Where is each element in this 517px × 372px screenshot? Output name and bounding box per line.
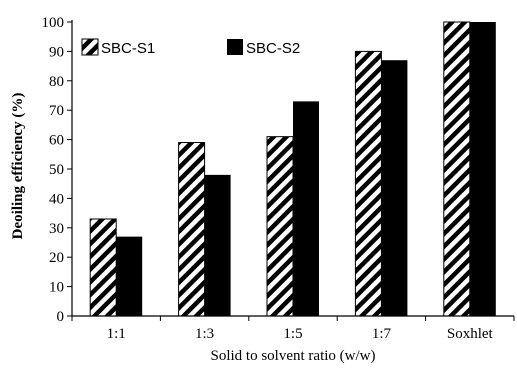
legend-swatch-series-2 [227, 39, 243, 55]
bar-series-1-1-7 [354, 50, 382, 317]
x-axis-title: Solid to solvent ratio (w/w) [211, 348, 376, 364]
bar-series-2-1-7 [381, 60, 408, 316]
plot-area: 0 10 20 30 40 50 60 70 80 90 100 1:1 1:3 1:5 1:7 Soxhle… [42, 15, 515, 342]
bar-series-1-1-5 [266, 136, 294, 317]
bar-series-2-1-5 [293, 101, 319, 316]
y-tick-label: 70 [49, 103, 64, 119]
y-tick-label: 60 [49, 133, 64, 149]
y-tick-label: 80 [49, 74, 64, 90]
y-axis-title: Deoiling efficiency (%) [10, 93, 26, 240]
y-tick-label: 10 [49, 280, 64, 296]
bar-series-2-1-1 [116, 236, 143, 316]
bar-series-1-1-3 [178, 142, 206, 317]
bar-series-1-soxhlet [443, 21, 471, 317]
bar-series-1-1-1 [89, 218, 117, 317]
y-tick-label: 90 [49, 44, 64, 60]
x-tick-label: Soxhlet [447, 326, 494, 342]
bar-series-2-1-3 [204, 174, 231, 316]
y-tick-label: 40 [49, 191, 64, 207]
legend: SBC-S1 SBC-S2 [81, 38, 300, 57]
y-tick-label: 100 [42, 15, 65, 31]
y-tick-label: 20 [49, 250, 64, 266]
y-tick-label: 0 [57, 309, 65, 325]
x-tick-label: 1:3 [195, 326, 214, 342]
legend-label-series-1: SBC-S1 [101, 40, 155, 57]
y-tick-label: 50 [49, 162, 64, 178]
x-tick-label: 1:7 [372, 326, 392, 342]
y-tick-label: 30 [49, 221, 64, 237]
bar-series-2-soxhlet [469, 22, 496, 316]
legend-swatch-series-1 [81, 38, 99, 56]
x-tick-label: 1:1 [107, 326, 126, 342]
x-tick-label: 1:5 [283, 326, 302, 342]
legend-label-series-2: SBC-S2 [246, 40, 300, 57]
